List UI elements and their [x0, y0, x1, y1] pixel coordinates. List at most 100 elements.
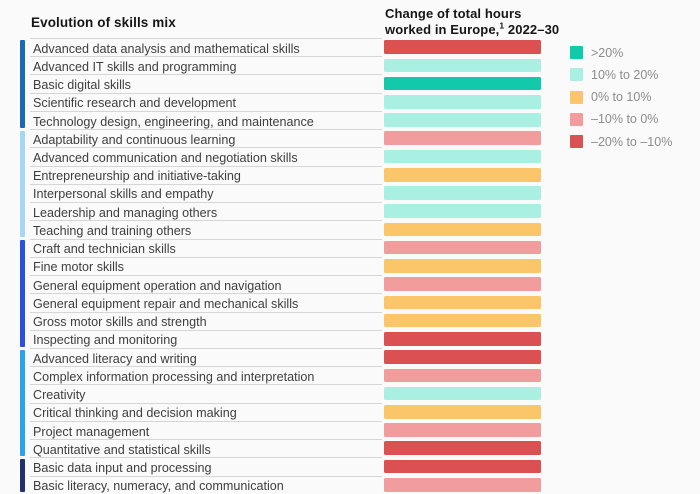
bar-cell: [384, 384, 541, 402]
bar-cell: [384, 348, 541, 366]
legend-label: –10% to 0%: [591, 112, 659, 127]
change-bar: [384, 295, 541, 310]
bar-cell: [384, 476, 541, 494]
change-bar: [384, 368, 541, 383]
skill-group-strip: [20, 240, 25, 347]
legend-label: –20% to –10%: [591, 134, 673, 149]
bar-cell: [384, 403, 541, 421]
skill-label: Adaptability and continuous learning: [30, 129, 382, 147]
skill-row: General equipment operation and navigati…: [20, 275, 541, 293]
legend: >20% 10% to 20% 0% to 10% –10% to 0% –20% to…: [570, 46, 672, 157]
skill-label: Creativity: [30, 384, 382, 402]
skill-group-strip: [20, 349, 25, 457]
skill-label: Interpersonal skills and empathy: [30, 183, 382, 202]
skill-label: Advanced literacy and writing: [30, 347, 382, 366]
change-bar: [384, 277, 541, 291]
skill-label: Advanced data analysis and mathematical …: [30, 38, 382, 56]
skill-label: Basic digital skills: [30, 74, 382, 92]
skill-row: Scientific research and development: [20, 92, 541, 111]
change-bar: [384, 95, 541, 109]
left-column-header: Evolution of skills mix: [31, 15, 176, 30]
skill-row: Teaching and training others: [20, 220, 541, 238]
change-bar: [384, 167, 541, 182]
right-header-line1: Change of total hours: [385, 6, 522, 21]
right-column-header: Change of total hours worked in Europe,1…: [385, 6, 559, 37]
skill-row: Leadership and managing others: [20, 202, 541, 220]
skill-label: Basic data input and processing: [30, 457, 382, 475]
bar-cell: [384, 74, 541, 92]
legend-label: >20%: [591, 45, 624, 60]
skill-label: Craft and technician skills: [30, 238, 382, 257]
legend-label: 0% to 10%: [591, 90, 652, 105]
skill-row: Quantitative and statistical skills: [20, 439, 541, 457]
change-bar: [384, 113, 541, 127]
bar-cell: [384, 129, 541, 147]
bar-cell: [384, 56, 541, 74]
skill-label: Complex information processing and inter…: [30, 366, 382, 384]
legend-swatch-icon: [570, 68, 583, 82]
skill-label: Advanced communication and negotiation s…: [30, 147, 382, 165]
bar-cell: [384, 147, 541, 165]
skill-row: Inspecting and monitoring: [20, 329, 541, 348]
change-bar: [384, 313, 541, 328]
skill-label: Entrepreneurship and initiative-taking: [30, 165, 382, 184]
skill-row: Project management: [20, 420, 541, 439]
change-bar: [384, 386, 541, 401]
rows: Advanced data analysis and mathematical …: [20, 38, 541, 494]
legend-item: –10% to 0%: [570, 112, 672, 127]
skill-row: Advanced data analysis and mathematical …: [20, 38, 541, 56]
skill-row: Advanced IT skills and programming: [20, 56, 541, 74]
skill-row: Basic data input and processing: [20, 457, 541, 475]
legend-item: >20%: [570, 45, 672, 60]
skill-label: Project management: [30, 420, 382, 439]
bar-cell: [384, 312, 541, 330]
legend-swatch-icon: [570, 46, 583, 59]
skill-row: Advanced literacy and writing: [20, 347, 541, 366]
skill-label: Teaching and training others: [30, 220, 382, 238]
bar-cell: [384, 293, 541, 311]
change-bar: [384, 186, 541, 200]
legend-item: 10% to 20%: [570, 67, 672, 82]
legend-swatch-icon: [570, 112, 583, 126]
bar-cell: [384, 257, 541, 275]
change-bar: [384, 404, 541, 419]
skill-label: Critical thinking and decision making: [30, 402, 382, 421]
skill-group-strip: [20, 459, 25, 493]
skill-label: Leadership and managing others: [30, 202, 382, 220]
skill-label: General equipment repair and mechanical …: [30, 293, 382, 311]
bar-cell: [384, 93, 541, 111]
footnote-marker: 1: [499, 20, 505, 31]
change-bar: [384, 40, 541, 54]
skill-label: Advanced IT skills and programming: [30, 56, 382, 74]
skill-label: Technology design, engineering, and main…: [30, 110, 382, 129]
right-header-years: 2022–30: [504, 21, 560, 37]
skill-label: Inspecting and monitoring: [30, 329, 382, 348]
legend-label: 10% to 20%: [591, 67, 659, 82]
skill-label: Quantitative and statistical skills: [30, 439, 382, 457]
skill-row: Fine motor skills: [20, 256, 541, 275]
bar-cell: [384, 330, 541, 348]
legend-swatch-icon: [570, 135, 583, 149]
skill-label: Gross motor skills and strength: [30, 311, 382, 330]
bar-cell: [384, 439, 541, 457]
skill-row: Gross motor skills and strength: [20, 311, 541, 330]
skill-row: General equipment repair and mechanical …: [20, 293, 541, 311]
change-bar: [384, 350, 541, 364]
change-bar: [384, 222, 541, 237]
skill-row: Advanced communication and negotiation s…: [20, 147, 541, 165]
change-bar: [384, 149, 541, 164]
bar-cell: [384, 111, 541, 129]
skill-row: Creativity: [20, 384, 541, 402]
legend-item: –20% to –10%: [570, 134, 673, 149]
change-bar: [384, 240, 541, 255]
skill-row: Critical thinking and decision making: [20, 402, 541, 421]
skill-label: Basic literacy, numeracy, and communicat…: [30, 475, 382, 494]
bar-cell: [384, 421, 541, 439]
skill-group-strip: [20, 39, 25, 128]
bar-cell: [384, 202, 541, 220]
skill-row: Complex information processing and inter…: [20, 366, 541, 384]
skill-row: Entrepreneurship and initiative-taking: [20, 165, 541, 184]
skill-row: Craft and technician skills: [20, 238, 541, 257]
skill-label: Scientific research and development: [30, 92, 382, 111]
